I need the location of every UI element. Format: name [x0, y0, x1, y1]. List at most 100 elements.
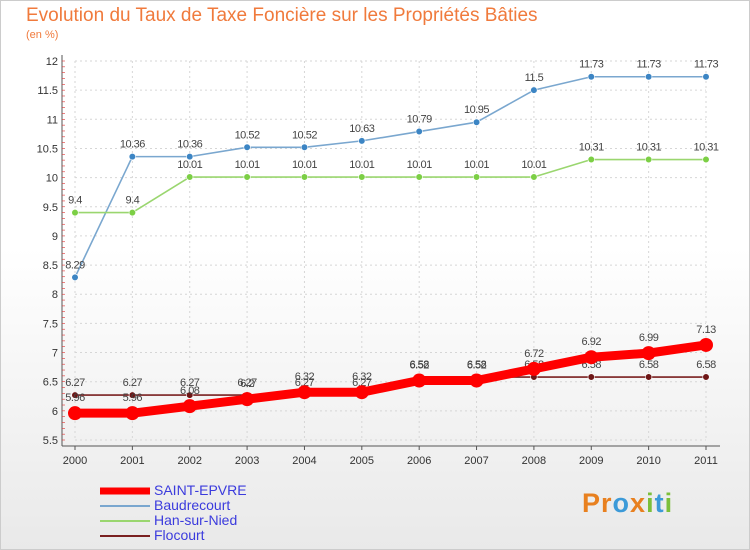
data-label: 5.96 [65, 392, 85, 404]
x-tick-label: 2005 [350, 455, 374, 467]
x-tick-label: 2004 [292, 455, 316, 467]
data-point [358, 173, 366, 181]
logo-letter: o [612, 488, 631, 518]
data-label: 10.63 [349, 123, 374, 135]
data-point [243, 143, 251, 151]
x-tick-label: 2011 [694, 455, 718, 467]
data-point [186, 391, 194, 399]
logo-letter: P [582, 488, 602, 518]
data-label: 10.31 [636, 142, 661, 154]
data-label: 11.5 [525, 72, 544, 84]
data-point [243, 173, 251, 181]
data-point [469, 373, 484, 388]
data-label: 6.58 [409, 359, 429, 371]
data-point [128, 209, 136, 217]
data-point [354, 385, 369, 400]
legend-label-han-sur-nied: Han-sur-Nied [154, 512, 238, 528]
data-label: 6.27 [352, 377, 372, 389]
data-point [186, 173, 194, 181]
y-tick-label: 6 [52, 406, 58, 418]
data-point [702, 73, 710, 81]
data-label: 6.08 [180, 385, 200, 397]
data-label: 10.01 [407, 159, 432, 171]
data-label: 10.52 [292, 129, 317, 141]
legend-swatch-baudrecourt [100, 504, 150, 507]
data-point [71, 391, 79, 399]
data-label: 6.27 [237, 377, 257, 389]
data-label: 10.01 [464, 159, 489, 171]
data-point [645, 155, 653, 164]
logo-letter: i [664, 488, 674, 518]
data-point [587, 373, 595, 381]
data-label: 10.01 [521, 159, 546, 171]
logo-letter: t [654, 488, 665, 518]
legend-item-saint-epvre: SAINT-EPVRE [100, 483, 320, 498]
data-point [358, 137, 366, 145]
data-label: 6.99 [639, 332, 659, 344]
data-label: 6.52 [409, 360, 429, 372]
data-label: 10.36 [120, 139, 145, 151]
data-label: 6.52 [467, 360, 487, 372]
data-point [125, 406, 140, 421]
data-label: 9.4 [125, 195, 139, 207]
logo-letter: i [646, 488, 655, 518]
y-tick-label: 10.5 [37, 143, 58, 155]
y-tick-label: 7.5 [43, 318, 58, 330]
logo-letter: x [630, 488, 647, 518]
data-point [530, 173, 538, 181]
x-tick-label: 2007 [464, 455, 488, 467]
data-label: 10.01 [177, 159, 202, 171]
data-point [240, 392, 255, 407]
y-tick-label: 7 [52, 348, 58, 360]
data-label: 9.4 [68, 195, 82, 207]
x-tick-label: 2009 [579, 455, 603, 467]
proxiti-logo: Proxiti [582, 488, 673, 519]
data-point [415, 173, 423, 181]
legend-swatch-flocourt [100, 534, 150, 537]
logo-letter: r [601, 488, 613, 518]
data-label: 10.31 [693, 142, 718, 154]
data-point [587, 73, 595, 81]
y-tick-label: 6.5 [43, 377, 58, 389]
legend-label-flocourt: Flocourt [154, 527, 205, 543]
data-label: 10.01 [292, 159, 317, 171]
y-tick-label: 11.5 [37, 85, 58, 97]
data-label: 11.73 [637, 59, 662, 71]
series-line-saint-epvre [70, 340, 711, 418]
legend-swatch-saint-epvre [100, 487, 150, 494]
data-label: 7.13 [696, 324, 716, 336]
x-tick-label: 2008 [522, 455, 546, 467]
data-point [702, 373, 710, 381]
legend-item-han-sur-nied: Han-sur-Nied [100, 513, 320, 528]
x-tick-label: 2000 [63, 455, 87, 467]
data-label: 10.95 [464, 104, 489, 116]
data-point [645, 373, 653, 381]
data-label: 6.58 [696, 359, 716, 371]
data-point [472, 173, 481, 181]
data-point [702, 155, 710, 164]
chart-title: Evolution du Taux de Taxe Foncière sur l… [26, 5, 538, 26]
legend-label-saint-epvre: SAINT-EPVRE [154, 482, 247, 498]
x-tick-label: 2002 [177, 455, 201, 467]
data-point [182, 399, 197, 414]
data-point [128, 391, 136, 399]
data-point [300, 143, 309, 151]
data-point [415, 127, 423, 136]
data-label: 10.01 [235, 159, 260, 171]
data-label: 10.36 [177, 139, 202, 151]
data-point [71, 209, 79, 217]
data-point [186, 153, 194, 161]
data-point [645, 73, 653, 81]
data-point [526, 361, 541, 376]
y-tick-label: 9 [52, 231, 58, 243]
data-label: 6.27 [295, 377, 315, 389]
legend-label-baudrecourt: Baudrecourt [154, 497, 231, 513]
chart-subtitle: (en %) [26, 29, 59, 41]
data-label: 6.2 [240, 378, 254, 390]
data-point [71, 273, 79, 281]
x-tick-label: 2003 [235, 455, 259, 467]
data-label: 6.27 [65, 377, 85, 389]
data-point [68, 406, 82, 421]
